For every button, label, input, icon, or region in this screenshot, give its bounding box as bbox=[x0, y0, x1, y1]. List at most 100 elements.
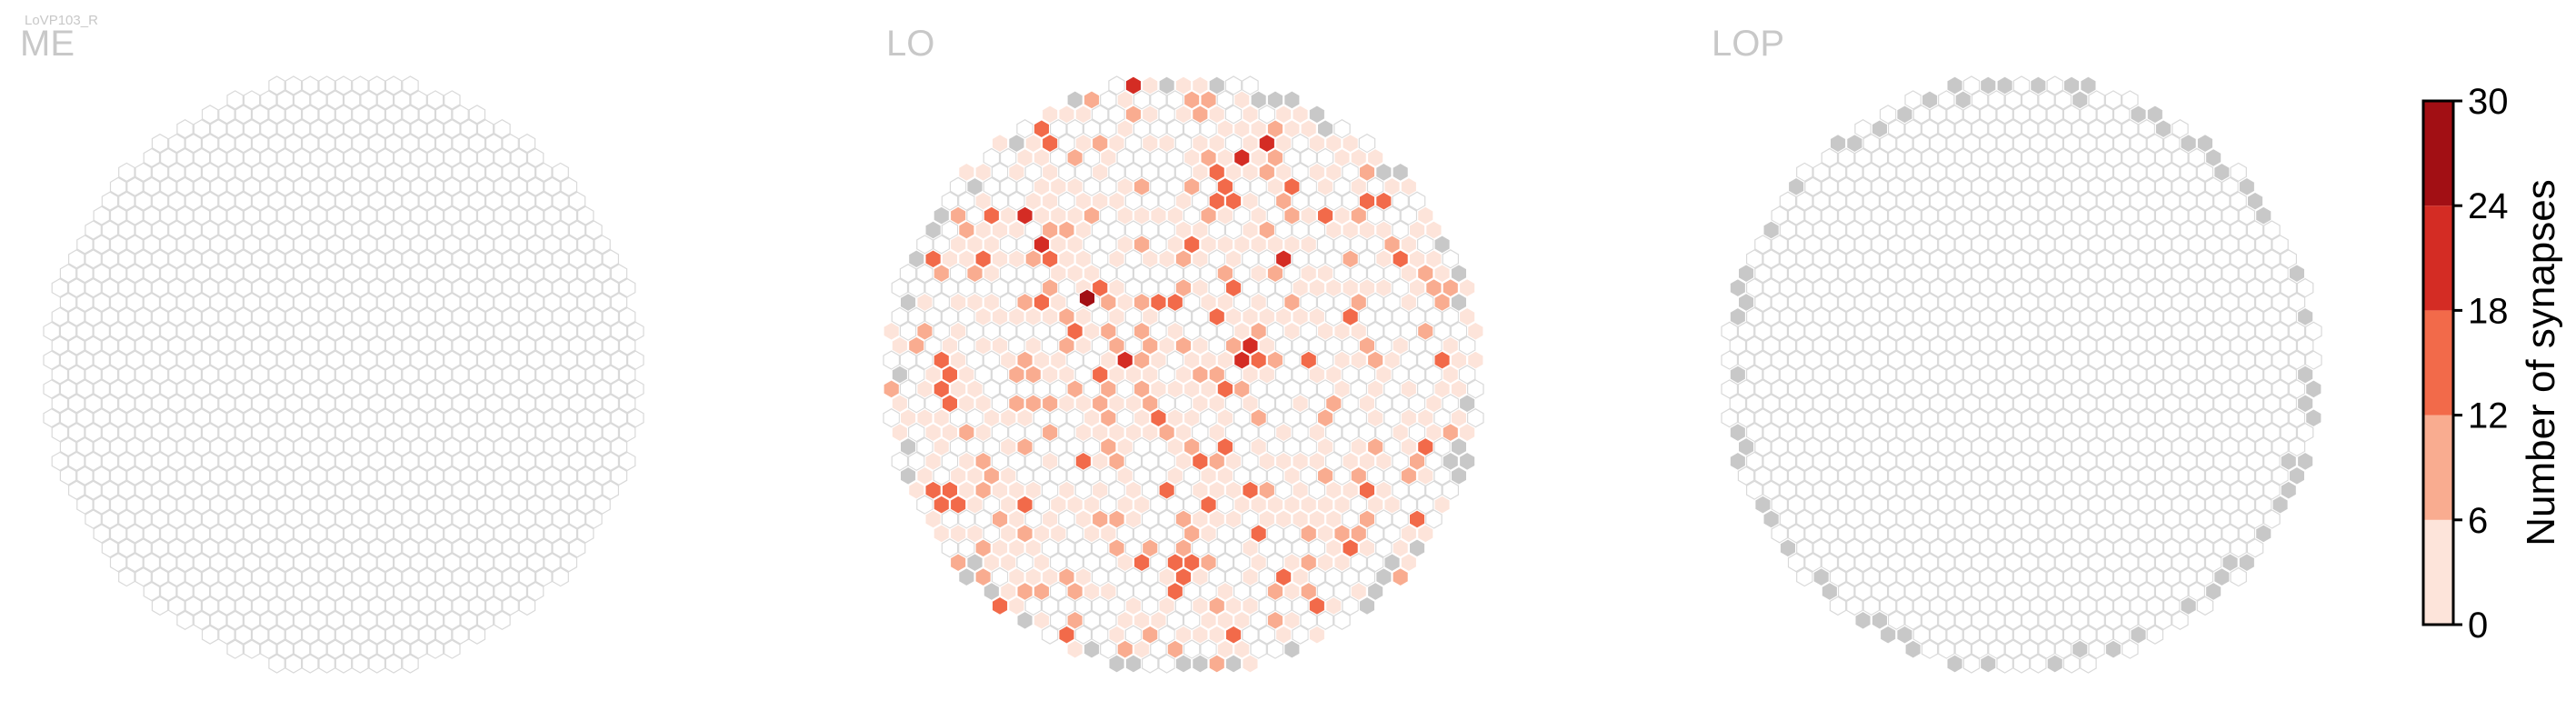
hex-column bbox=[318, 422, 335, 443]
hex-column bbox=[1846, 480, 1863, 500]
hex-column bbox=[958, 277, 975, 298]
hex-column bbox=[218, 480, 235, 500]
hex-column bbox=[1946, 162, 1963, 183]
hex-column bbox=[1787, 264, 1805, 284]
hex-column bbox=[1166, 264, 1184, 284]
hex-column bbox=[1921, 350, 1939, 370]
hex-column-boundary bbox=[2222, 553, 2239, 573]
hex-column-synapses bbox=[999, 350, 1017, 370]
hex-column bbox=[2054, 610, 2072, 630]
hex-column-synapses bbox=[941, 394, 959, 414]
hex-column bbox=[2004, 379, 2022, 399]
hex-column bbox=[302, 249, 319, 269]
hex-column bbox=[2230, 451, 2247, 472]
hex-column bbox=[1737, 466, 1755, 486]
hex-column bbox=[1058, 162, 1075, 183]
hex-column-synapses bbox=[1250, 553, 1267, 573]
hex-column-synapses bbox=[1074, 133, 1093, 154]
hex-column-synapses bbox=[1192, 75, 1209, 95]
hex-column bbox=[235, 306, 253, 327]
hex-column-synapses bbox=[1133, 408, 1151, 428]
hex-column bbox=[1888, 264, 1905, 284]
hex-column-synapses bbox=[1416, 205, 1434, 225]
hex-column bbox=[326, 639, 344, 659]
hex-column bbox=[1292, 335, 1309, 355]
hex-column bbox=[518, 451, 536, 472]
hex-column bbox=[552, 451, 569, 472]
hex-column bbox=[1829, 277, 1847, 298]
hex-column bbox=[410, 379, 427, 399]
hex-column bbox=[510, 350, 528, 370]
hex-column bbox=[1888, 119, 1905, 139]
hex-column bbox=[1342, 365, 1359, 385]
hex-column bbox=[1837, 436, 1855, 457]
hex-column bbox=[201, 538, 219, 558]
hex-column-boundary bbox=[2255, 205, 2272, 225]
hex-column bbox=[510, 466, 528, 486]
hex-column bbox=[2172, 205, 2189, 225]
hex-column-synapses bbox=[1208, 625, 1226, 645]
hex-column-synapses bbox=[1166, 553, 1184, 573]
hex-column bbox=[59, 350, 77, 370]
hex-column bbox=[2130, 306, 2147, 327]
hex-column bbox=[1779, 306, 1797, 327]
hex-column bbox=[126, 553, 144, 573]
hex-column-synapses bbox=[1292, 480, 1309, 500]
hex-column bbox=[2230, 365, 2247, 385]
hex-column-synapses bbox=[1041, 105, 1059, 125]
hex-column bbox=[1392, 277, 1409, 298]
hex-column-synapses bbox=[1192, 566, 1209, 587]
hex-column bbox=[2271, 264, 2289, 284]
hex-column bbox=[2122, 466, 2139, 486]
hex-column bbox=[1862, 277, 1880, 298]
hex-column bbox=[1100, 119, 1117, 139]
hex-column bbox=[1904, 436, 1922, 457]
hex-column-synapses bbox=[1174, 105, 1193, 125]
hex-column bbox=[160, 581, 177, 602]
hex-column bbox=[1912, 509, 1931, 529]
hex-column bbox=[1787, 292, 1805, 313]
hex-column bbox=[502, 220, 519, 240]
hex-column bbox=[1024, 509, 1043, 529]
hex-column bbox=[1408, 394, 1426, 414]
hex-column bbox=[1350, 408, 1368, 428]
hex-column bbox=[2004, 408, 2022, 428]
hex-column bbox=[1912, 596, 1931, 616]
hex-column-synapses bbox=[1333, 495, 1351, 515]
hex-column-synapses bbox=[1333, 524, 1351, 544]
hex-column-synapses bbox=[1208, 365, 1226, 385]
hex-column bbox=[260, 147, 277, 168]
hex-column-synapses bbox=[1442, 422, 1460, 443]
hex-column bbox=[1796, 365, 1813, 385]
hex-column bbox=[1366, 553, 1384, 573]
hex-column bbox=[484, 162, 503, 183]
hex-column bbox=[93, 292, 111, 313]
hex-column bbox=[201, 105, 219, 125]
hex-column bbox=[1962, 306, 1981, 327]
hex-column bbox=[1183, 639, 1201, 659]
hex-column bbox=[907, 277, 925, 298]
hex-column bbox=[1358, 422, 1376, 443]
hex-column-synapses bbox=[1124, 394, 1143, 414]
hex-column-synapses bbox=[1250, 264, 1267, 284]
hex-column bbox=[1124, 306, 1143, 327]
hex-column-synapses bbox=[1400, 235, 1418, 255]
hex-column bbox=[318, 249, 335, 269]
hex-column bbox=[1024, 422, 1043, 443]
hex-column bbox=[2054, 264, 2072, 284]
hex-column bbox=[434, 365, 453, 385]
hex-column bbox=[201, 365, 219, 385]
hex-column bbox=[2080, 654, 2097, 674]
hex-column bbox=[552, 277, 569, 298]
hex-column-synapses bbox=[958, 365, 975, 385]
hex-column bbox=[185, 220, 202, 240]
hex-column bbox=[1946, 509, 1963, 529]
hex-column bbox=[444, 205, 461, 225]
hex-column bbox=[135, 220, 152, 240]
hex-column bbox=[2154, 408, 2172, 428]
hex-column bbox=[2130, 220, 2147, 240]
hex-column bbox=[1812, 220, 1830, 240]
hex-column-synapses bbox=[1083, 524, 1101, 544]
hex-column bbox=[285, 249, 303, 269]
hex-column bbox=[76, 292, 94, 313]
